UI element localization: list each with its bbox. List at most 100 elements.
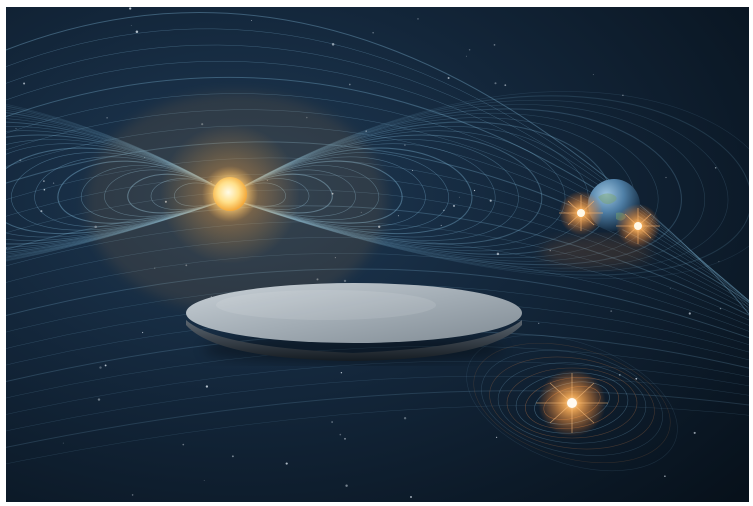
swirl-ring bbox=[473, 342, 671, 464]
star-dot bbox=[135, 30, 139, 34]
space-illustration bbox=[6, 7, 749, 502]
field-line bbox=[6, 118, 231, 255]
star-dot bbox=[62, 442, 64, 444]
field-line bbox=[229, 108, 683, 266]
swirl-ring bbox=[481, 350, 663, 456]
star-dot bbox=[447, 76, 450, 80]
field-line bbox=[229, 99, 729, 272]
field-line bbox=[6, 121, 231, 253]
disc-surface bbox=[186, 283, 522, 343]
star-dot bbox=[622, 94, 624, 97]
star-dot bbox=[468, 48, 471, 51]
star-dot bbox=[130, 25, 132, 26]
star-dot bbox=[504, 84, 507, 87]
background-stars bbox=[6, 7, 722, 498]
star-dot bbox=[495, 436, 498, 439]
swirl-ring bbox=[466, 334, 678, 472]
planet-dust-trail bbox=[541, 236, 651, 268]
star-dot bbox=[618, 374, 621, 376]
star-dot bbox=[19, 159, 22, 162]
field-line bbox=[6, 110, 231, 259]
star-dot bbox=[106, 116, 108, 119]
star-dot bbox=[343, 279, 347, 283]
field-line bbox=[6, 115, 231, 256]
star-dot bbox=[417, 18, 419, 20]
field-arc bbox=[6, 330, 749, 383]
star-dot bbox=[592, 74, 594, 76]
star-dot bbox=[331, 43, 335, 46]
field-line bbox=[229, 95, 749, 276]
star-dot bbox=[285, 462, 288, 465]
star-dot bbox=[440, 224, 442, 226]
star-dot bbox=[97, 398, 101, 401]
star-dot bbox=[538, 322, 540, 325]
disc-highlight bbox=[216, 290, 436, 320]
star-dot bbox=[43, 188, 46, 191]
star-dot bbox=[331, 421, 333, 423]
star-dot bbox=[635, 377, 638, 380]
field-line bbox=[229, 130, 566, 248]
field-line bbox=[6, 130, 231, 248]
field-line bbox=[229, 91, 749, 279]
field-line bbox=[229, 113, 659, 262]
flare-bottom bbox=[536, 369, 608, 437]
swirl-ring bbox=[506, 367, 638, 439]
field-arc bbox=[6, 404, 749, 465]
planet-continents bbox=[598, 193, 626, 221]
star-dot bbox=[251, 20, 253, 22]
star-dot bbox=[714, 167, 717, 169]
star-dot bbox=[719, 307, 722, 310]
star-dot bbox=[365, 130, 367, 132]
field-line bbox=[6, 107, 231, 260]
disc-rim bbox=[186, 320, 522, 361]
field-arc bbox=[6, 12, 749, 316]
field-line bbox=[229, 134, 543, 245]
field-arc bbox=[6, 390, 749, 448]
star-dot bbox=[104, 364, 107, 367]
field-line bbox=[229, 104, 705, 269]
star-dot bbox=[340, 372, 343, 374]
field-line bbox=[6, 126, 231, 251]
star-dot bbox=[52, 182, 55, 184]
field-arc bbox=[6, 44, 749, 307]
star-dot bbox=[141, 331, 144, 334]
metal-disc bbox=[186, 283, 522, 363]
field-arc bbox=[6, 345, 749, 399]
star-dot bbox=[693, 431, 696, 434]
flare-left bbox=[559, 191, 603, 235]
field-line bbox=[6, 112, 231, 258]
field-line bbox=[6, 139, 231, 241]
star-dot bbox=[99, 366, 102, 369]
star-dot bbox=[205, 385, 209, 388]
star-dot bbox=[6, 247, 7, 250]
star-dot bbox=[182, 443, 185, 446]
star-dot bbox=[493, 44, 496, 46]
star-dot bbox=[465, 55, 467, 57]
star-dot bbox=[372, 32, 374, 34]
star-dot bbox=[129, 7, 132, 10]
space-scene bbox=[6, 7, 749, 502]
field-arc bbox=[6, 315, 749, 366]
star-dot bbox=[669, 287, 671, 289]
star-dot bbox=[23, 82, 26, 85]
field-line bbox=[6, 134, 231, 245]
star-dot bbox=[345, 484, 348, 487]
star-dot bbox=[404, 144, 406, 146]
star-dot bbox=[203, 479, 205, 481]
field-arc bbox=[6, 76, 749, 303]
star-dot bbox=[15, 127, 17, 129]
field-arc bbox=[6, 60, 749, 304]
star-dot bbox=[664, 475, 666, 478]
field-arc bbox=[6, 375, 749, 432]
field-arc bbox=[6, 93, 749, 301]
field-line bbox=[229, 117, 636, 259]
star-dot bbox=[40, 210, 43, 213]
star-dot bbox=[397, 215, 399, 217]
swirl-ring bbox=[489, 356, 655, 450]
sun-icon bbox=[213, 177, 247, 211]
star-dot bbox=[688, 312, 691, 315]
star-dot bbox=[665, 176, 667, 179]
star-dot bbox=[231, 455, 234, 458]
star-dot bbox=[411, 169, 414, 172]
star-dot bbox=[458, 196, 460, 198]
